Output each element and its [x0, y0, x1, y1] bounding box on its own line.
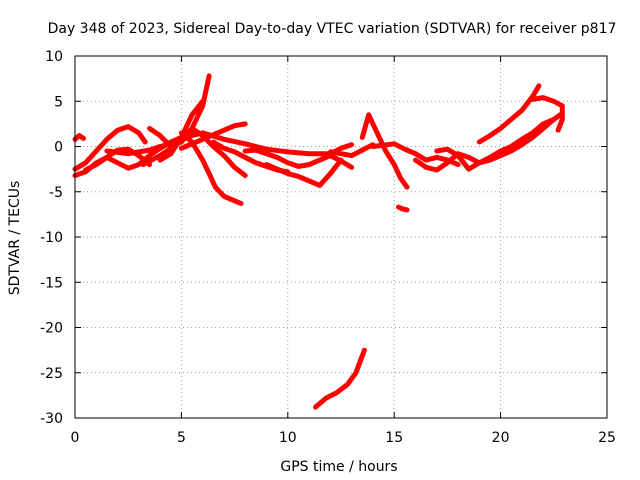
series-arc-8 [157, 98, 206, 163]
series-arc-23 [476, 83, 542, 145]
series-arc-1 [72, 133, 86, 142]
series-arc-19 [396, 204, 410, 213]
y-tick-label: 0 [54, 140, 63, 156]
series-arc-20 [370, 141, 461, 168]
series-arc-2 [72, 124, 148, 172]
series-arc-12 [200, 130, 355, 157]
y-tick-label: -15 [40, 275, 63, 291]
series-arc-22 [434, 116, 557, 172]
y-tick-label: 10 [45, 49, 63, 65]
y-tick-label: -20 [40, 321, 63, 337]
series-arc-24 [498, 112, 563, 159]
x-tick-label: 5 [177, 430, 186, 446]
series-arc-15 [264, 157, 344, 188]
chart-title: Day 348 of 2023, Sidereal Day-to-day VTE… [48, 21, 617, 37]
series-arc-25 [530, 95, 565, 133]
x-tick-label: 15 [385, 430, 403, 446]
series-arc-17 [327, 142, 376, 159]
series-layer [72, 73, 565, 410]
y-tick-label: 5 [54, 94, 63, 110]
y-tick-label: -5 [49, 185, 63, 201]
y-axis-label: SDTVAR / TECUs [7, 181, 23, 296]
y-tick-label: -25 [40, 366, 63, 382]
x-axis-label: GPS time / hours [280, 459, 397, 475]
ticks-layer: 0 5 10 15 20 25 -30 -25 -20 -15 -10 -5 0 5 10 [40, 49, 616, 446]
series-arc-16 [313, 347, 367, 410]
series-arc-7 [147, 73, 212, 149]
y-tick-label: -30 [40, 411, 63, 427]
x-tick-label: 0 [71, 430, 80, 446]
y-tick-label: -10 [40, 230, 63, 246]
series-arc-14 [242, 147, 355, 170]
x-tick-label: 10 [279, 430, 297, 446]
x-tick-label: 20 [492, 430, 510, 446]
x-tick-label: 25 [598, 430, 616, 446]
series-arc-10 [178, 121, 248, 151]
